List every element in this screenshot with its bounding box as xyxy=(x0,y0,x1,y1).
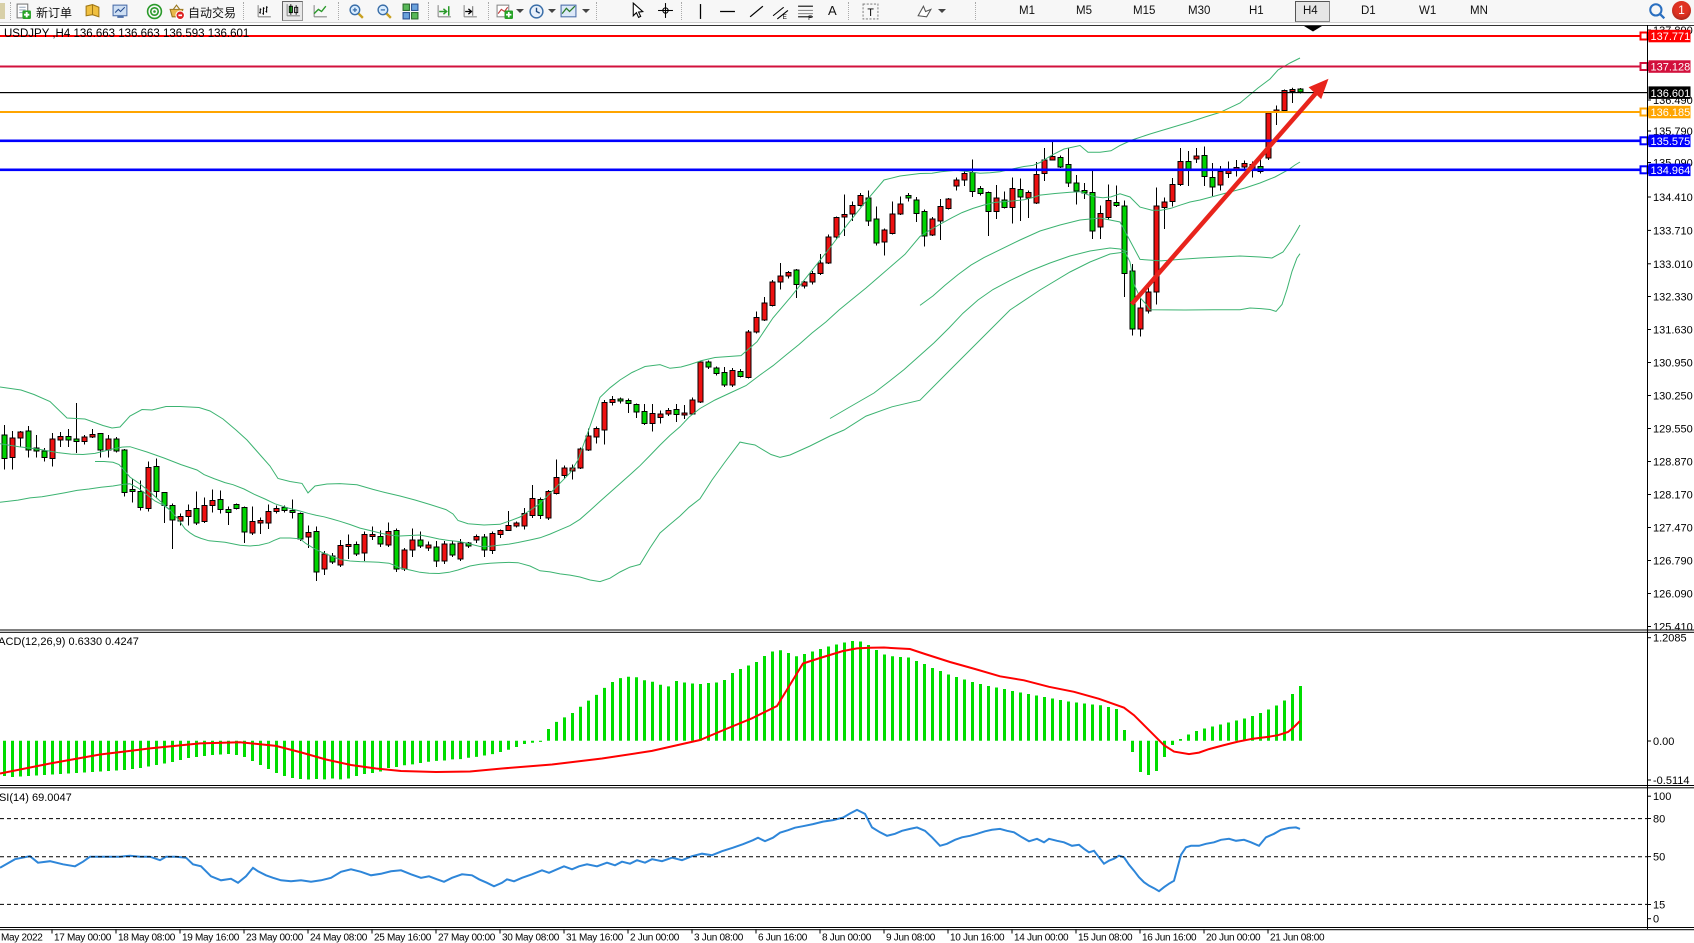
svg-text:1.2085: 1.2085 xyxy=(1653,633,1687,645)
svg-text:131.630: 131.630 xyxy=(1653,325,1693,337)
svg-text:135.575: 135.575 xyxy=(1651,136,1691,148)
svg-text:133.710: 133.710 xyxy=(1653,225,1693,237)
svg-text:MACD(12,26,9) 0.6330 0.4247: MACD(12,26,9) 0.6330 0.4247 xyxy=(0,636,139,648)
svg-text:USDJPY ,H4 136.663 136.663 13: USDJPY ,H4 136.663 136.663 136.593 136.6… xyxy=(4,28,249,40)
svg-text:16 Jun 16:00: 16 Jun 16:00 xyxy=(1142,933,1197,943)
svg-text:129.550: 129.550 xyxy=(1653,424,1693,436)
svg-text:80: 80 xyxy=(1653,813,1665,825)
svg-text:137.771: 137.771 xyxy=(1651,31,1691,43)
svg-text:30 May 08:00: 30 May 08:00 xyxy=(502,933,560,943)
svg-text:132.330: 132.330 xyxy=(1653,292,1693,304)
svg-text:15 Jun 08:00: 15 Jun 08:00 xyxy=(1078,933,1133,943)
svg-text:9 Jun 08:00: 9 Jun 08:00 xyxy=(886,933,936,943)
svg-text:T: T xyxy=(867,7,874,19)
svg-text:125.410: 125.410 xyxy=(1653,622,1693,634)
svg-text:126.090: 126.090 xyxy=(1653,589,1693,601)
svg-text:14 Jun 00:00: 14 Jun 00:00 xyxy=(1014,933,1069,943)
svg-text:3 Jun 08:00: 3 Jun 08:00 xyxy=(694,933,744,943)
svg-text:2 Jun 00:00: 2 Jun 00:00 xyxy=(630,933,680,943)
svg-text:136.185: 136.185 xyxy=(1651,107,1691,119)
svg-text:100: 100 xyxy=(1653,791,1671,803)
svg-text:RSI(14) 69.0047: RSI(14) 69.0047 xyxy=(0,792,72,804)
svg-text:0.00: 0.00 xyxy=(1653,736,1674,748)
svg-text:136.601: 136.601 xyxy=(1651,88,1691,100)
svg-text:133.010: 133.010 xyxy=(1653,259,1693,271)
svg-text:25 May 16:00: 25 May 16:00 xyxy=(374,933,432,943)
svg-text:18 May 08:00: 18 May 08:00 xyxy=(118,933,176,943)
svg-text:E: E xyxy=(783,14,787,20)
svg-text:127.470: 127.470 xyxy=(1653,523,1693,535)
svg-text:23 May 00:00: 23 May 00:00 xyxy=(246,933,304,943)
svg-text:24 May 08:00: 24 May 08:00 xyxy=(310,933,368,943)
svg-text:134.964: 134.964 xyxy=(1651,165,1691,177)
svg-text:15: 15 xyxy=(1653,899,1665,911)
svg-text:130.250: 130.250 xyxy=(1653,391,1693,403)
svg-text:6 Jun 16:00: 6 Jun 16:00 xyxy=(758,933,808,943)
svg-text:31 May 16:00: 31 May 16:00 xyxy=(566,933,624,943)
svg-text:128.170: 128.170 xyxy=(1653,490,1693,502)
svg-text:20 Jun 00:00: 20 Jun 00:00 xyxy=(1206,933,1261,943)
svg-text:0: 0 xyxy=(1653,914,1659,926)
svg-text:19 May 16:00: 19 May 16:00 xyxy=(182,933,240,943)
svg-text:F: F xyxy=(808,15,812,20)
svg-text:128.870: 128.870 xyxy=(1653,457,1693,469)
svg-text:8 Jun 00:00: 8 Jun 00:00 xyxy=(822,933,872,943)
svg-text:27 May 00:00: 27 May 00:00 xyxy=(438,933,496,943)
svg-text:50: 50 xyxy=(1653,851,1665,863)
svg-text:10 Jun 16:00: 10 Jun 16:00 xyxy=(950,933,1005,943)
svg-text:-0.5114: -0.5114 xyxy=(1653,775,1690,787)
svg-text:126.790: 126.790 xyxy=(1653,556,1693,568)
svg-text:134.410: 134.410 xyxy=(1653,192,1693,204)
svg-text:May 2022: May 2022 xyxy=(1,933,43,943)
svg-text:130.950: 130.950 xyxy=(1653,358,1693,370)
svg-text:137.128: 137.128 xyxy=(1651,62,1691,74)
svg-text:17 May 00:00: 17 May 00:00 xyxy=(54,933,112,943)
svg-text:21 Jun 08:00: 21 Jun 08:00 xyxy=(1270,933,1325,943)
